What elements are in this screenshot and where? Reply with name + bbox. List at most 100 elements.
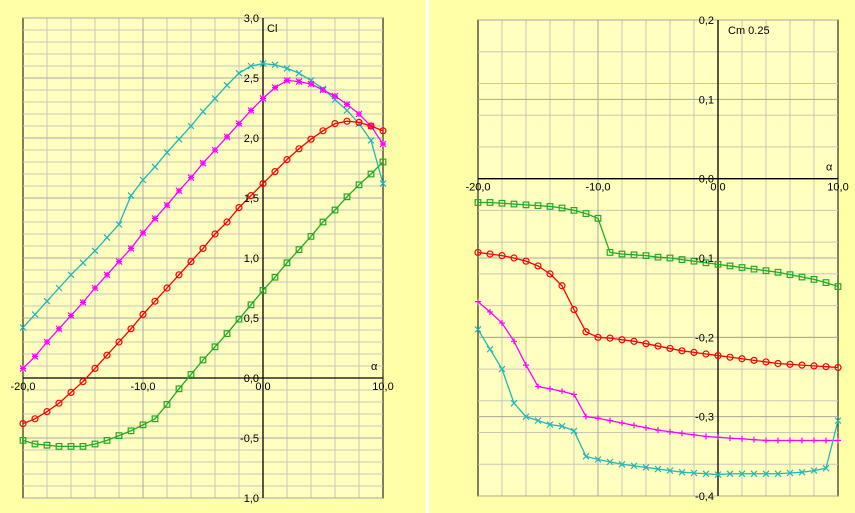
data-point — [594, 456, 602, 463]
data-point — [666, 344, 674, 353]
data-point — [786, 469, 794, 477]
data-point — [618, 250, 626, 258]
data-point — [355, 181, 363, 189]
data-point — [187, 122, 195, 130]
data-point — [582, 328, 590, 336]
data-point — [319, 218, 327, 226]
data-point — [810, 276, 818, 283]
data-point — [511, 338, 517, 345]
data-point — [559, 388, 565, 395]
data-point — [247, 192, 255, 200]
data-point — [199, 108, 207, 116]
data-point — [571, 391, 577, 398]
data-point — [91, 364, 99, 372]
data-point — [834, 283, 842, 290]
data-point — [151, 214, 159, 222]
cl-grid — [23, 17, 383, 499]
data-point — [259, 94, 267, 102]
data-point — [31, 310, 39, 318]
data-point — [367, 122, 375, 130]
data-point — [715, 434, 721, 441]
data-point — [763, 437, 769, 444]
data-point — [139, 229, 147, 237]
data-point — [762, 267, 770, 275]
data-point — [606, 458, 614, 466]
data-point — [630, 251, 638, 259]
data-point — [247, 106, 255, 114]
data-point — [43, 408, 51, 416]
x-tick-label: -20,0 — [10, 381, 35, 393]
data-point — [810, 467, 818, 475]
data-point — [223, 81, 231, 89]
data-point — [546, 421, 554, 429]
data-point — [331, 119, 339, 128]
data-point — [547, 385, 553, 392]
data-point — [187, 371, 195, 378]
data-point — [283, 156, 291, 164]
data-point — [702, 470, 710, 478]
data-point — [379, 180, 387, 188]
data-point — [127, 192, 135, 200]
data-point — [235, 120, 243, 128]
data-point — [283, 76, 291, 84]
data-point — [199, 159, 207, 167]
data-point — [534, 417, 542, 425]
data-point — [787, 437, 793, 444]
data-point — [726, 470, 734, 478]
data-point — [163, 284, 171, 292]
data-point — [762, 358, 770, 366]
data-point — [103, 271, 111, 279]
data-point — [474, 248, 482, 257]
data-point — [247, 62, 255, 70]
data-point — [522, 257, 530, 265]
data-point — [271, 61, 279, 69]
data-point — [486, 250, 494, 258]
cm-chart: 0,2 0,1 0,0 -0,1 -0,2 -0,3 -0,4 -20,0 -10,0 0,0 10… — [465, 15, 848, 503]
data-point — [31, 415, 39, 423]
data-point — [727, 435, 733, 442]
data-point — [702, 259, 710, 267]
data-point — [738, 264, 746, 271]
cl-x-axis-label: α — [371, 361, 378, 373]
data-point — [786, 360, 794, 368]
x-tick-label: 10,0 — [827, 182, 848, 194]
data-point — [343, 106, 351, 114]
data-point — [642, 464, 650, 471]
data-point — [283, 64, 291, 72]
cm-chart-panel: 0,2 0,1 0,0 -0,1 -0,2 -0,3 -0,4 -20,0 -10,0 0,0 10… — [429, 0, 855, 513]
data-point — [654, 342, 662, 350]
data-point — [534, 262, 542, 270]
data-point — [726, 353, 734, 361]
data-point — [295, 69, 303, 77]
data-point — [618, 336, 626, 344]
data-point — [510, 254, 518, 262]
data-point — [678, 468, 686, 476]
data-point — [379, 158, 387, 166]
series-line — [22, 120, 384, 425]
data-point — [127, 244, 135, 252]
data-point — [666, 254, 674, 262]
data-point — [223, 133, 231, 141]
y-tick-label: 1,5 — [244, 193, 259, 205]
data-point — [822, 464, 830, 472]
data-point — [199, 244, 207, 252]
data-point — [91, 247, 99, 255]
data-point — [31, 352, 39, 360]
data-point — [691, 431, 697, 438]
data-point — [570, 207, 578, 214]
data-point — [115, 220, 123, 228]
y-tick-label: 0,1 — [699, 94, 714, 106]
data-point — [498, 252, 506, 260]
data-point — [666, 467, 674, 475]
cm-series-1 — [474, 199, 842, 290]
y-tick-label: 2,5 — [244, 73, 259, 85]
data-point — [762, 470, 770, 478]
data-point — [139, 421, 147, 429]
y-tick-label: -0,1 — [695, 253, 714, 265]
data-point — [714, 351, 722, 360]
data-point — [522, 201, 530, 209]
data-point — [67, 388, 75, 396]
data-point — [235, 315, 243, 323]
data-point — [19, 364, 27, 372]
data-point — [259, 180, 267, 188]
